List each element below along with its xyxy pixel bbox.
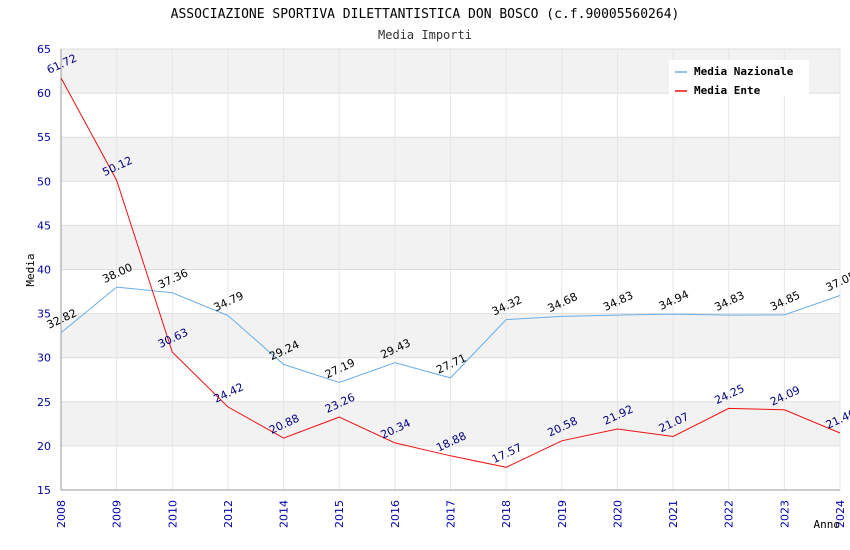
series-lines xyxy=(60,77,841,468)
legend-label-media-ente: Media Ente xyxy=(694,84,761,97)
y-tick-40: 40 xyxy=(37,264,51,277)
y-tick-65: 65 xyxy=(37,43,51,56)
legend-box xyxy=(669,60,809,96)
x-tick-2018: 2018 xyxy=(500,500,513,528)
x-tick-2008: 2008 xyxy=(55,500,68,528)
y-tick-35: 35 xyxy=(37,308,51,321)
y-tick-30: 30 xyxy=(37,352,51,365)
x-tick-2017: 2017 xyxy=(445,500,458,528)
x-tick-2024: 2024 xyxy=(834,500,847,528)
x-tick-labels: 2008 2009 2010 2012 2014 2015 2016 2017 2018 2019… xyxy=(55,500,847,528)
legend-label-media-nazionale: Media Nazionale xyxy=(694,65,794,78)
series-line-media-nazionale xyxy=(60,286,841,384)
y-tick-50: 50 xyxy=(37,175,51,188)
y-tick-60: 60 xyxy=(37,87,51,100)
chart-title: ASSOCIAZIONE SPORTIVA DILETTANTISTICA DO… xyxy=(171,7,680,22)
x-tick-2023: 2023 xyxy=(778,500,791,528)
x-tick-2020: 2020 xyxy=(611,500,624,528)
y-tick-20: 20 xyxy=(37,440,51,453)
x-tick-2012: 2012 xyxy=(222,500,235,528)
legend: Media Nazionale Media Ente xyxy=(669,60,809,97)
y-axis-label: Media xyxy=(24,253,37,286)
x-tick-2021: 2021 xyxy=(667,500,680,528)
x-tick-2010: 2010 xyxy=(166,500,179,528)
x-tick-2014: 2014 xyxy=(278,500,291,528)
y-tick-25: 25 xyxy=(37,396,51,409)
series-line-media-ente xyxy=(60,77,841,468)
x-tick-2022: 2022 xyxy=(723,500,736,528)
y-tick-55: 55 xyxy=(37,131,51,144)
x-axis-label: Anno xyxy=(814,518,841,531)
axes xyxy=(60,49,840,491)
y-tick-15: 15 xyxy=(37,484,51,497)
chart-subtitle: Media Importi xyxy=(378,28,472,42)
x-tick-2019: 2019 xyxy=(556,500,569,528)
x-tick-2015: 2015 xyxy=(333,500,346,528)
x-tick-2016: 2016 xyxy=(389,500,402,528)
y-tick-labels: 15 20 25 30 35 40 45 50 55 60 65 xyxy=(37,43,51,497)
x-tick-2009: 2009 xyxy=(111,500,124,528)
y-tick-45: 45 xyxy=(37,219,51,232)
